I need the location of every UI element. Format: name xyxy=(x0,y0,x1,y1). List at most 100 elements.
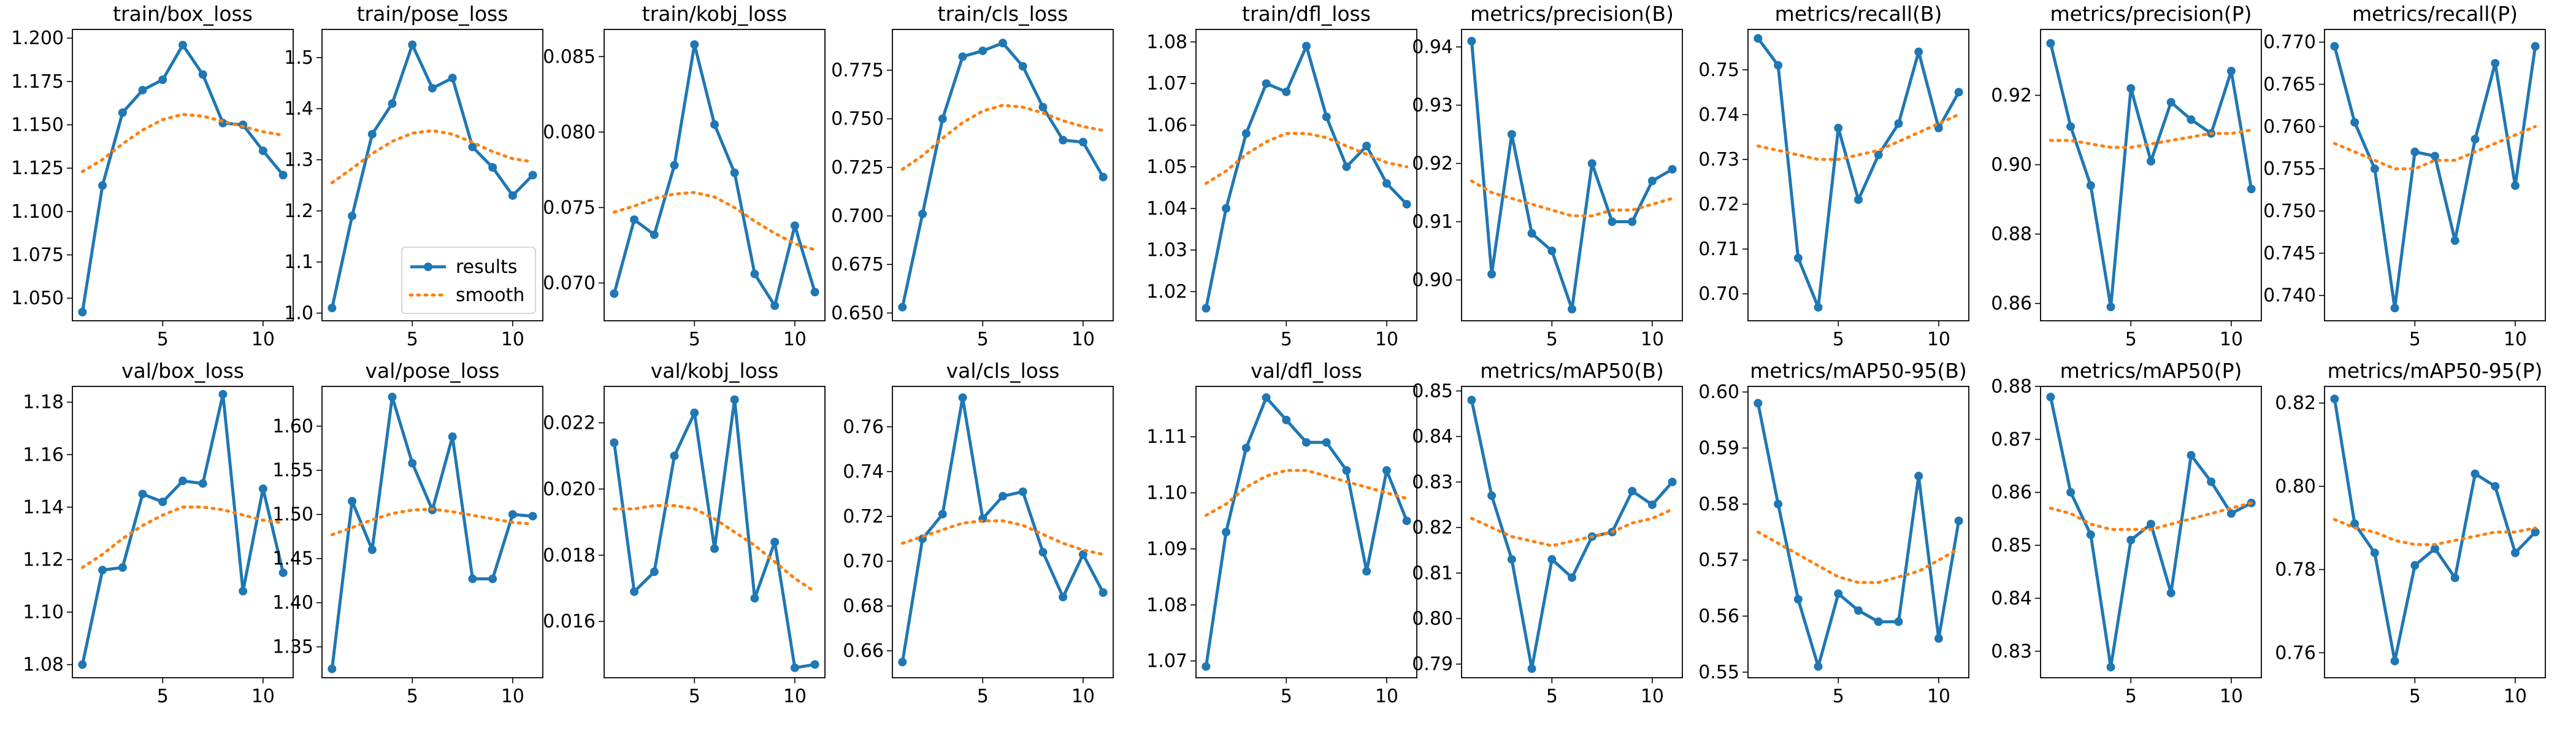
y-tick-label: 0.55 xyxy=(1698,662,1739,683)
results-point xyxy=(898,302,907,312)
x-tick-label: 10 xyxy=(1071,329,1095,350)
x-tick-label: 10 xyxy=(2220,686,2243,707)
axes-frame xyxy=(892,29,1114,321)
x-tick-label: 10 xyxy=(501,686,524,707)
smooth-line xyxy=(1756,531,1961,585)
y-tick-label: 0.82 xyxy=(1412,517,1453,539)
results-point xyxy=(1647,177,1657,185)
results-point xyxy=(1078,137,1087,147)
x-tick-label: 10 xyxy=(1641,686,1664,707)
legend-marker-results xyxy=(424,263,432,271)
y-tick-label: 0.84 xyxy=(1991,588,2032,609)
x-tick-label: 5 xyxy=(157,329,169,350)
y-tick-label: 1.08 xyxy=(1146,31,1187,53)
subplot-title: train/cls_loss xyxy=(938,2,1068,26)
results-point xyxy=(239,586,248,596)
results-point xyxy=(508,510,517,519)
y-tick-label: 0.80 xyxy=(2275,476,2316,497)
x-tick-label: 10 xyxy=(2504,329,2527,350)
results-point xyxy=(1668,477,1677,486)
subplot-train-kobj-loss: train/kobj_loss 0.070 0.075 0.080 0.085 5 10 xyxy=(543,2,826,350)
y-tick-label: 1.04 xyxy=(1146,198,1187,220)
legend-frame xyxy=(401,247,536,314)
results-point xyxy=(1587,159,1597,168)
y-tick-label: 1.4 xyxy=(284,98,313,120)
results-point xyxy=(1834,589,1843,598)
axes-frame xyxy=(892,386,1114,678)
y-tick-label: 1.10 xyxy=(23,602,64,623)
results-point xyxy=(1078,550,1087,559)
results-point xyxy=(730,395,739,404)
subplot-train-cls-loss: train/cls_loss 0.650 0.675 0.700 0.725 0.750 0… xyxy=(831,2,1114,350)
y-tick-label: 1.16 xyxy=(23,444,64,466)
results-point xyxy=(1241,129,1251,138)
results-point xyxy=(1382,466,1391,475)
y-tick-label: 0.86 xyxy=(1991,293,2032,315)
x-tick-label: 5 xyxy=(157,686,169,707)
results-point xyxy=(710,544,719,553)
results-point xyxy=(938,510,947,519)
results-point xyxy=(2126,84,2136,93)
x-tick-label: 5 xyxy=(2125,686,2137,707)
results-point xyxy=(1302,438,1311,447)
results-point xyxy=(528,512,537,521)
results-point xyxy=(1668,165,1677,174)
results-point xyxy=(750,594,759,603)
smooth-line xyxy=(2049,128,2253,149)
x-tick-label: 5 xyxy=(1281,686,1292,707)
results-point xyxy=(2187,451,2196,460)
y-tick-label: 1.10 xyxy=(1146,483,1187,504)
results-point xyxy=(1874,150,1883,159)
results-point xyxy=(408,40,417,49)
results-point xyxy=(198,479,207,488)
legend-label-smooth: smooth xyxy=(456,285,524,306)
results-point xyxy=(328,304,337,313)
x-tick-label: 5 xyxy=(2409,686,2421,707)
subplot-val-box-loss: val/box_loss 1.08 1.10 1.12 1.14 1.16 1.18 5 10 xyxy=(23,359,294,707)
y-tick-label: 1.45 xyxy=(272,548,313,570)
x-tick-label: 5 xyxy=(2125,329,2137,350)
results-point xyxy=(1507,130,1516,139)
subplot-metrics-map50-b: metrics/mAP50(B) 0.79 0.80 0.81 0.82 0.83 0.84… xyxy=(1412,359,1683,707)
y-tick-label: 0.760 xyxy=(2263,116,2316,137)
y-tick-label: 0.92 xyxy=(1412,153,1453,175)
y-tick-label: 1.2 xyxy=(284,201,313,222)
subplot-val-dfl-loss: val/dfl_loss 1.07 1.08 1.09 1.10 1.11 5 10 xyxy=(1146,359,1417,707)
subplot-title: val/box_loss xyxy=(121,359,244,383)
y-tick-label: 0.020 xyxy=(543,478,596,500)
results-point xyxy=(710,120,719,129)
y-tick-label: 1.07 xyxy=(1146,73,1187,94)
smooth-line xyxy=(612,191,817,251)
results-point xyxy=(2531,527,2540,537)
y-tick-label: 0.94 xyxy=(1412,37,1453,58)
results-point xyxy=(1467,396,1476,405)
results-point xyxy=(278,568,288,577)
y-tick-label: 0.56 xyxy=(1698,606,1739,627)
y-tick-label: 0.86 xyxy=(1991,482,2032,504)
subplot-title: metrics/mAP50(P) xyxy=(2060,359,2242,383)
axes-frame xyxy=(72,29,294,321)
results-point xyxy=(258,146,267,155)
x-tick-label: 10 xyxy=(251,686,275,707)
results-point xyxy=(348,212,357,221)
y-tick-label: 1.08 xyxy=(1146,594,1187,616)
y-tick-label: 1.0 xyxy=(284,303,313,324)
y-tick-label: 0.87 xyxy=(1991,429,2032,450)
x-tick-label: 10 xyxy=(501,329,524,350)
subplot-grid: train/box_loss1.0501.0751.1001.1251.1501… xyxy=(11,2,2546,707)
subplot-title: metrics/mAP50(B) xyxy=(1480,359,1664,383)
x-tick-label: 5 xyxy=(1833,686,1844,707)
smooth-line xyxy=(900,103,1105,171)
results-point xyxy=(2471,134,2480,144)
subplot-title: val/cls_loss xyxy=(946,359,1060,383)
y-tick-label: 1.09 xyxy=(1146,539,1187,560)
results-point xyxy=(1894,617,1903,626)
results-point xyxy=(1059,592,1068,602)
subplot-val-pose-loss: val/pose_loss 1.35 1.40 1.45 1.50 1.55 1.60 5 10 xyxy=(272,359,543,707)
results-point xyxy=(367,129,377,139)
subplot-metrics-recall-b: metrics/recall(B) 0.70 0.71 0.72 0.73 0.74 0.7… xyxy=(1698,2,1969,350)
y-tick-label: 0.58 xyxy=(1698,494,1739,515)
subplot-title: train/kobj_loss xyxy=(642,2,787,26)
results-point xyxy=(388,393,397,402)
y-tick-label: 0.070 xyxy=(543,272,596,294)
